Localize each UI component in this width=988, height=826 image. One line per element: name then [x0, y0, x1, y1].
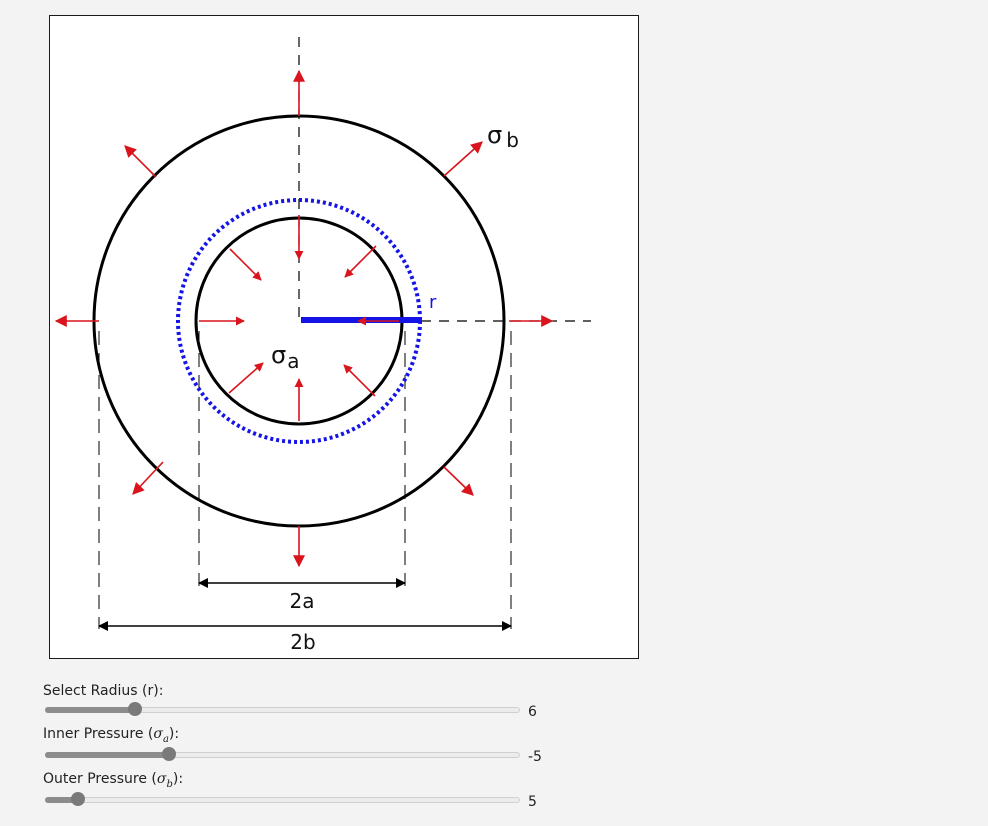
outer-pressure-slider-track[interactable] — [45, 797, 520, 803]
radius-slider-label: Select Radius (r): — [43, 683, 164, 699]
outer-pressure-slider-fill — [45, 797, 78, 803]
inner-pressure-symbol: σ — [153, 726, 163, 742]
outer-pressure-arrows — [54, 69, 554, 568]
radius-slider-thumb[interactable] — [128, 702, 142, 716]
inner-pressure-slider[interactable] — [45, 747, 520, 761]
outer-pressure-value: 5 — [528, 794, 537, 810]
outer-pressure-label-prefix: Outer Pressure ( — [43, 771, 157, 787]
sigma-inner-label: σa — [271, 341, 299, 373]
radius-label: r — [429, 292, 437, 313]
outer-pressure-label-suffix: ): — [172, 771, 184, 787]
outer-pressure-label: Outer Pressure (σb): — [43, 771, 183, 790]
radius-value: 6 — [528, 704, 537, 720]
inner-pressure-value: -5 — [528, 749, 542, 765]
radius-slider[interactable] — [45, 702, 520, 716]
radius-slider-fill — [45, 707, 135, 713]
inner-pressure-subscript: a — [162, 733, 169, 745]
inner-pressure-slider-thumb[interactable] — [162, 747, 176, 761]
inner-pressure-label-suffix: ): — [168, 726, 180, 742]
inner-pressure-arrows — [199, 215, 399, 421]
inner-pressure-label-prefix: Inner Pressure ( — [43, 726, 154, 742]
outer-pressure-subscript: b — [166, 778, 173, 790]
outer-pressure-symbol: σ — [156, 771, 167, 787]
outer-pressure-slider[interactable] — [45, 792, 520, 806]
inner-diameter-label: 2a — [290, 589, 315, 613]
inner-pressure-label: Inner Pressure (σa): — [43, 726, 179, 745]
outer-pressure-slider-thumb[interactable] — [71, 792, 85, 806]
inner-pressure-slider-fill — [45, 752, 169, 758]
outer-diameter-label: 2b — [290, 630, 315, 654]
